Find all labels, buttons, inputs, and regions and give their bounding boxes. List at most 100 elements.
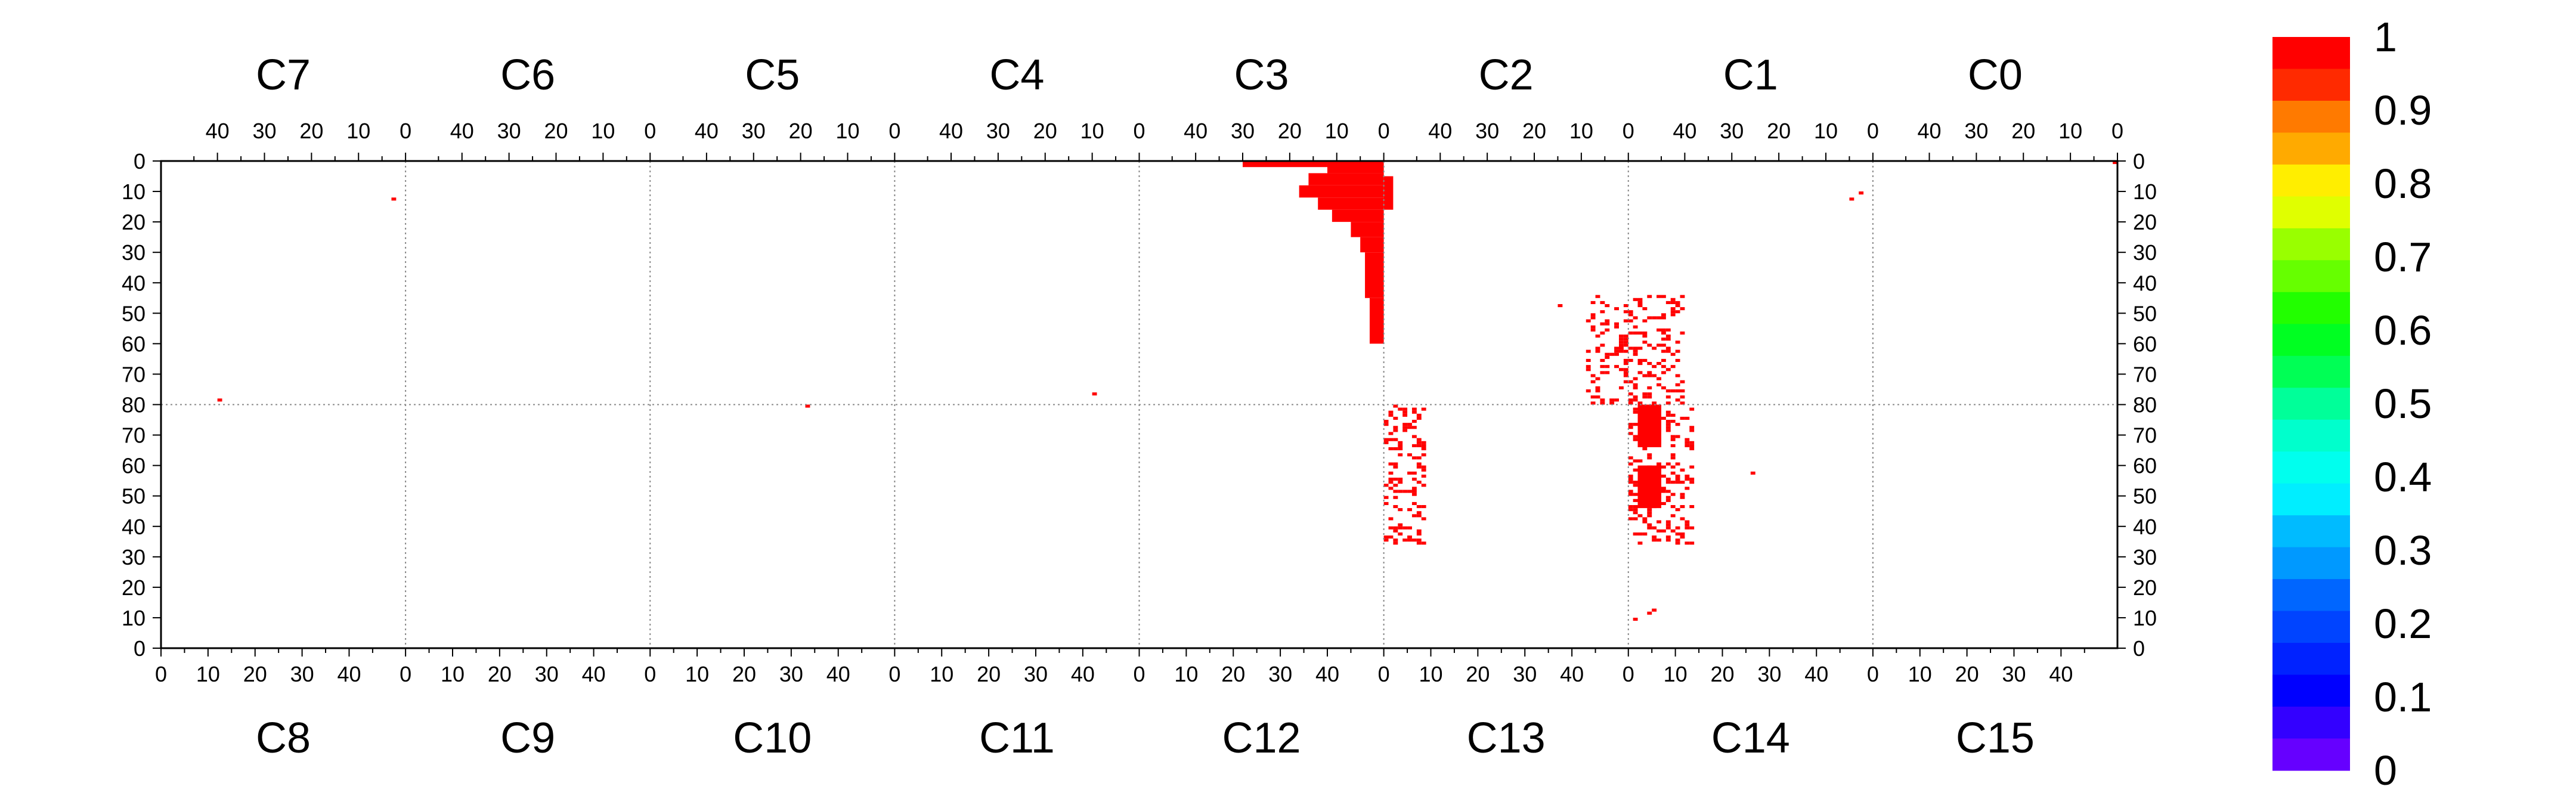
hit-pixel bbox=[1665, 395, 1671, 399]
right-tick-label: 50 bbox=[2133, 301, 2157, 326]
hit-pixel bbox=[1600, 371, 1605, 374]
hit-pixel bbox=[1393, 478, 1398, 481]
hit-pixel bbox=[1411, 456, 1417, 460]
hit-pixel bbox=[1652, 410, 1657, 414]
chip-label-top: C2 bbox=[1479, 51, 1534, 99]
colorbar-swatch bbox=[2272, 164, 2350, 197]
hit-pixel bbox=[1652, 404, 1657, 408]
hit-pixel bbox=[1590, 395, 1596, 399]
left-tick-label: 70 bbox=[122, 362, 145, 386]
hit-pixel bbox=[1421, 444, 1426, 447]
hit-pixel bbox=[1421, 465, 1426, 469]
hit-pixel bbox=[1398, 490, 1403, 493]
hit-pixel bbox=[1383, 484, 1389, 487]
hit-pixel bbox=[1680, 295, 1685, 298]
hit-pixel bbox=[1657, 538, 1661, 542]
bottom-tick-label: 0 bbox=[1378, 662, 1390, 686]
hit-pixel bbox=[1685, 444, 1690, 447]
hit-pixel bbox=[217, 398, 222, 402]
hit-pixel bbox=[1633, 386, 1638, 389]
hit-pixel bbox=[1628, 380, 1633, 383]
hit-pixel bbox=[1685, 478, 1690, 481]
hit-pixel bbox=[1689, 407, 1695, 411]
top-tick-label: 20 bbox=[544, 119, 568, 143]
hit-pixel bbox=[1595, 335, 1600, 338]
hit-pixel bbox=[1398, 453, 1403, 457]
hit-pixel bbox=[1665, 346, 1671, 350]
hit-pixel bbox=[1614, 398, 1619, 402]
hit-pixel bbox=[1416, 481, 1422, 484]
hit-pixel bbox=[1675, 474, 1680, 478]
hit-pixel bbox=[1407, 453, 1412, 457]
hit-pixel bbox=[1383, 420, 1389, 423]
hit-pixel bbox=[1637, 362, 1643, 366]
top-tick-label: 10 bbox=[2058, 119, 2082, 143]
colorbar-swatch bbox=[2272, 419, 2350, 452]
left-tick-label: 30 bbox=[122, 545, 145, 569]
bottom-tick-label: 0 bbox=[400, 662, 411, 686]
hit-pixel bbox=[1393, 416, 1398, 420]
hit-pixel bbox=[1411, 444, 1417, 447]
hit-pixel bbox=[1689, 526, 1695, 530]
hit-pixel bbox=[1388, 535, 1394, 539]
hit-pixel bbox=[1600, 310, 1605, 314]
hit-pixel bbox=[1670, 493, 1676, 496]
hit-pixel bbox=[1407, 526, 1412, 530]
left-tick-label: 60 bbox=[122, 332, 145, 356]
hit-pixel bbox=[1628, 310, 1633, 314]
hit-pixel bbox=[1652, 316, 1657, 320]
hit-pixel bbox=[1647, 386, 1652, 389]
hit-pixel bbox=[1670, 352, 1676, 356]
hit-pixel bbox=[1628, 423, 1633, 426]
hit-pixel bbox=[1628, 432, 1633, 435]
hit-pixel bbox=[1618, 340, 1624, 344]
hit-pixel bbox=[1595, 377, 1600, 380]
hit-pixel bbox=[1416, 416, 1422, 420]
hit-pixel bbox=[1614, 346, 1619, 350]
hit-pixel bbox=[1416, 444, 1422, 447]
bottom-tick-label: 40 bbox=[582, 662, 606, 686]
bottom-tick-label: 40 bbox=[1804, 662, 1828, 686]
hit-pixel bbox=[1628, 481, 1633, 484]
hit-pixel bbox=[1388, 478, 1394, 481]
left-tick-label: 40 bbox=[122, 271, 145, 295]
bottom-tick-label: 0 bbox=[1867, 662, 1879, 686]
hit-pixel bbox=[1614, 349, 1619, 353]
hit-pixel bbox=[1670, 298, 1676, 301]
hit-pixel bbox=[1633, 493, 1638, 496]
top-tick-label: 0 bbox=[400, 119, 411, 143]
hit-pixel bbox=[1590, 328, 1596, 332]
hit-pixel bbox=[1416, 541, 1422, 545]
hit-pixel bbox=[1652, 478, 1657, 481]
colorbar-swatch bbox=[2272, 738, 2350, 771]
right-tick-label: 70 bbox=[2133, 423, 2157, 448]
hit-pixel bbox=[1411, 435, 1417, 438]
hit-pixel bbox=[1633, 346, 1638, 350]
hit-pixel bbox=[1600, 358, 1605, 363]
hit-pixel bbox=[1628, 319, 1633, 323]
hit-pixel bbox=[1652, 365, 1657, 369]
hit-pixel bbox=[1689, 444, 1695, 447]
hit-pixel bbox=[1411, 501, 1417, 506]
hit-pixel bbox=[1680, 380, 1685, 383]
hit-pixel bbox=[1642, 319, 1648, 323]
hit-pixel bbox=[1647, 456, 1652, 460]
hit-block bbox=[1383, 176, 1394, 210]
hit-pixel bbox=[1618, 349, 1624, 353]
right-tick-label: 30 bbox=[2133, 240, 2157, 265]
hit-pixel bbox=[1652, 535, 1657, 539]
colorbar-tick-label: 0.3 bbox=[2374, 527, 2432, 574]
hit-pixel bbox=[1590, 313, 1596, 317]
hit-block bbox=[1243, 161, 1327, 168]
hit-pixel bbox=[1657, 328, 1661, 332]
hit-pixel bbox=[1680, 505, 1685, 509]
hit-pixel bbox=[1623, 319, 1628, 323]
top-tick-label: 20 bbox=[789, 119, 813, 143]
hit-pixel bbox=[1618, 335, 1624, 338]
hit-pixel bbox=[1665, 423, 1671, 426]
hit-pixel bbox=[1407, 535, 1412, 539]
colorbar-swatch bbox=[2272, 69, 2350, 101]
colorbar-swatch bbox=[2272, 643, 2350, 676]
hit-pixel bbox=[1661, 349, 1666, 353]
